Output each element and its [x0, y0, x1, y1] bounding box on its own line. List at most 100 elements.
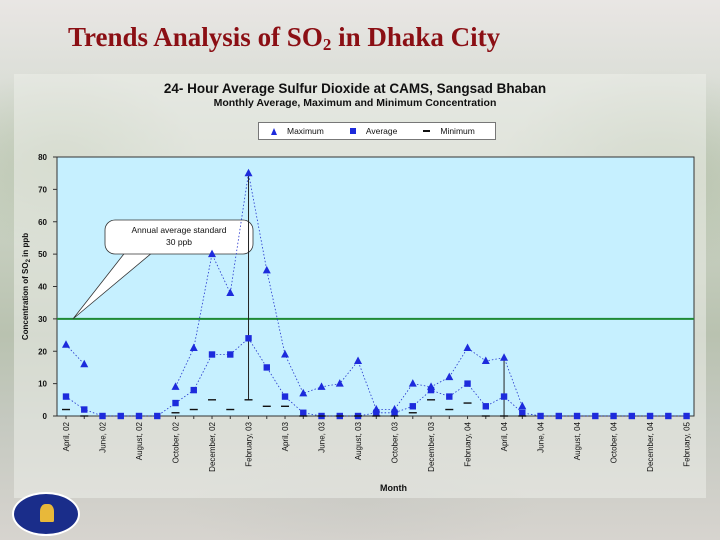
maximum-point [171, 382, 180, 390]
x-tick-label: August, 02 [135, 421, 144, 460]
average-point [227, 351, 234, 358]
x-tick-label: December, 03 [427, 421, 436, 471]
legend-label-maximum: Maximum [287, 126, 324, 136]
chart-legend: Maximum Average Minimum [258, 122, 496, 140]
y-tick-label: 60 [38, 218, 47, 227]
x-tick-label: February, 05 [683, 421, 692, 466]
y-tick-label: 70 [38, 185, 47, 194]
maximum-point [317, 382, 326, 390]
legend-label-average: Average [365, 126, 398, 136]
x-tick-label: February, 04 [464, 421, 473, 466]
average-point [683, 412, 690, 420]
x-tick-label: April, 04 [500, 421, 509, 451]
average-point [135, 412, 143, 420]
average-point [263, 364, 270, 371]
x-tick-label: April, 02 [62, 421, 71, 451]
legend-item-minimum: Minimum [423, 126, 488, 136]
average-point [646, 412, 654, 420]
annotation-text: Annual average standard [132, 225, 227, 235]
maximum-point [226, 288, 235, 296]
average-point [482, 403, 489, 410]
average-point [519, 409, 526, 416]
maximum-point [354, 356, 363, 364]
maximum-point [244, 168, 253, 177]
square-marker-icon [349, 128, 356, 134]
maximum-point [463, 343, 472, 352]
average-point [154, 412, 161, 420]
x-tick-label: October, 03 [391, 421, 400, 463]
maximum-point [80, 359, 89, 368]
maximum-point [481, 356, 490, 364]
average-point [537, 412, 544, 420]
x-tick-label: August, 04 [573, 421, 582, 460]
y-tick-label: 30 [38, 315, 47, 324]
annotation-box [104, 219, 254, 255]
x-tick-label: October, 04 [610, 421, 619, 463]
y-tick-label: 40 [38, 283, 47, 292]
average-point [555, 412, 563, 420]
maximum-point [208, 249, 217, 258]
y-tick-label: 50 [38, 250, 47, 259]
dash-marker-icon [423, 130, 431, 132]
average-point [300, 409, 307, 416]
average-point [281, 393, 289, 400]
average-point [500, 393, 508, 400]
y-tick-label: 20 [38, 347, 47, 356]
maximum-point [500, 353, 509, 361]
average-point [81, 406, 88, 413]
chart-title: 24- Hour Average Sulfur Dioxide at CAMS,… [163, 81, 547, 96]
triangle-marker-icon [271, 127, 277, 135]
x-tick-label: June, 04 [537, 421, 546, 452]
x-tick-label: December, 04 [646, 421, 655, 471]
maximum-point [335, 379, 344, 387]
maximum-point [408, 379, 417, 387]
average-point [62, 393, 70, 400]
average-point [99, 412, 106, 420]
y-tick-label: 10 [38, 380, 47, 389]
x-tick-label: April, 03 [281, 421, 290, 451]
x-tick-label: June, 03 [318, 421, 327, 452]
average-point [628, 412, 636, 420]
average-point [592, 412, 599, 420]
x-tick-label: October, 02 [172, 421, 181, 463]
average-point [172, 399, 179, 407]
y-tick-label: 0 [43, 412, 48, 421]
y-axis-label: Concentration of SO2 in ppb [21, 233, 32, 340]
maximum-point [262, 265, 271, 274]
average-point [373, 409, 380, 416]
legend-item-average: Average [349, 126, 412, 136]
average-point [117, 412, 124, 420]
x-tick-label: February, 03 [245, 421, 254, 466]
maximum-point [445, 372, 454, 381]
legend-item-maximum: Maximum [271, 126, 338, 136]
average-point [409, 403, 416, 410]
plot-area [56, 156, 695, 417]
maximum-connector [65, 173, 523, 410]
x-tick-label: August, 03 [354, 421, 363, 460]
average-point [427, 386, 435, 394]
x-tick-label: June, 02 [99, 421, 108, 452]
average-point [446, 393, 453, 400]
average-point [573, 412, 581, 420]
average-point [391, 409, 398, 416]
maximum-point [189, 343, 198, 352]
average-point [245, 335, 252, 342]
x-axis-label: Month [380, 483, 407, 493]
y-tick-label: 80 [38, 153, 47, 162]
maximum-point [62, 340, 70, 348]
average-point [190, 386, 197, 394]
average-point [665, 412, 672, 420]
legend-label-minimum: Minimum [440, 126, 475, 136]
maximum-point [299, 388, 308, 397]
organization-logo [12, 492, 80, 536]
average-point [208, 351, 216, 358]
slide-title: Trends Analysis of SO2 in Dhaka City [68, 22, 501, 54]
x-tick-label: December, 02 [208, 421, 217, 471]
annotation-text: 30 ppb [166, 237, 192, 247]
average-point [610, 412, 617, 420]
average-point [464, 380, 471, 387]
maximum-point [518, 401, 527, 410]
maximum-point [281, 349, 290, 358]
chart-subtitle: Monthly Average, Maximum and Minimum Con… [213, 97, 497, 109]
